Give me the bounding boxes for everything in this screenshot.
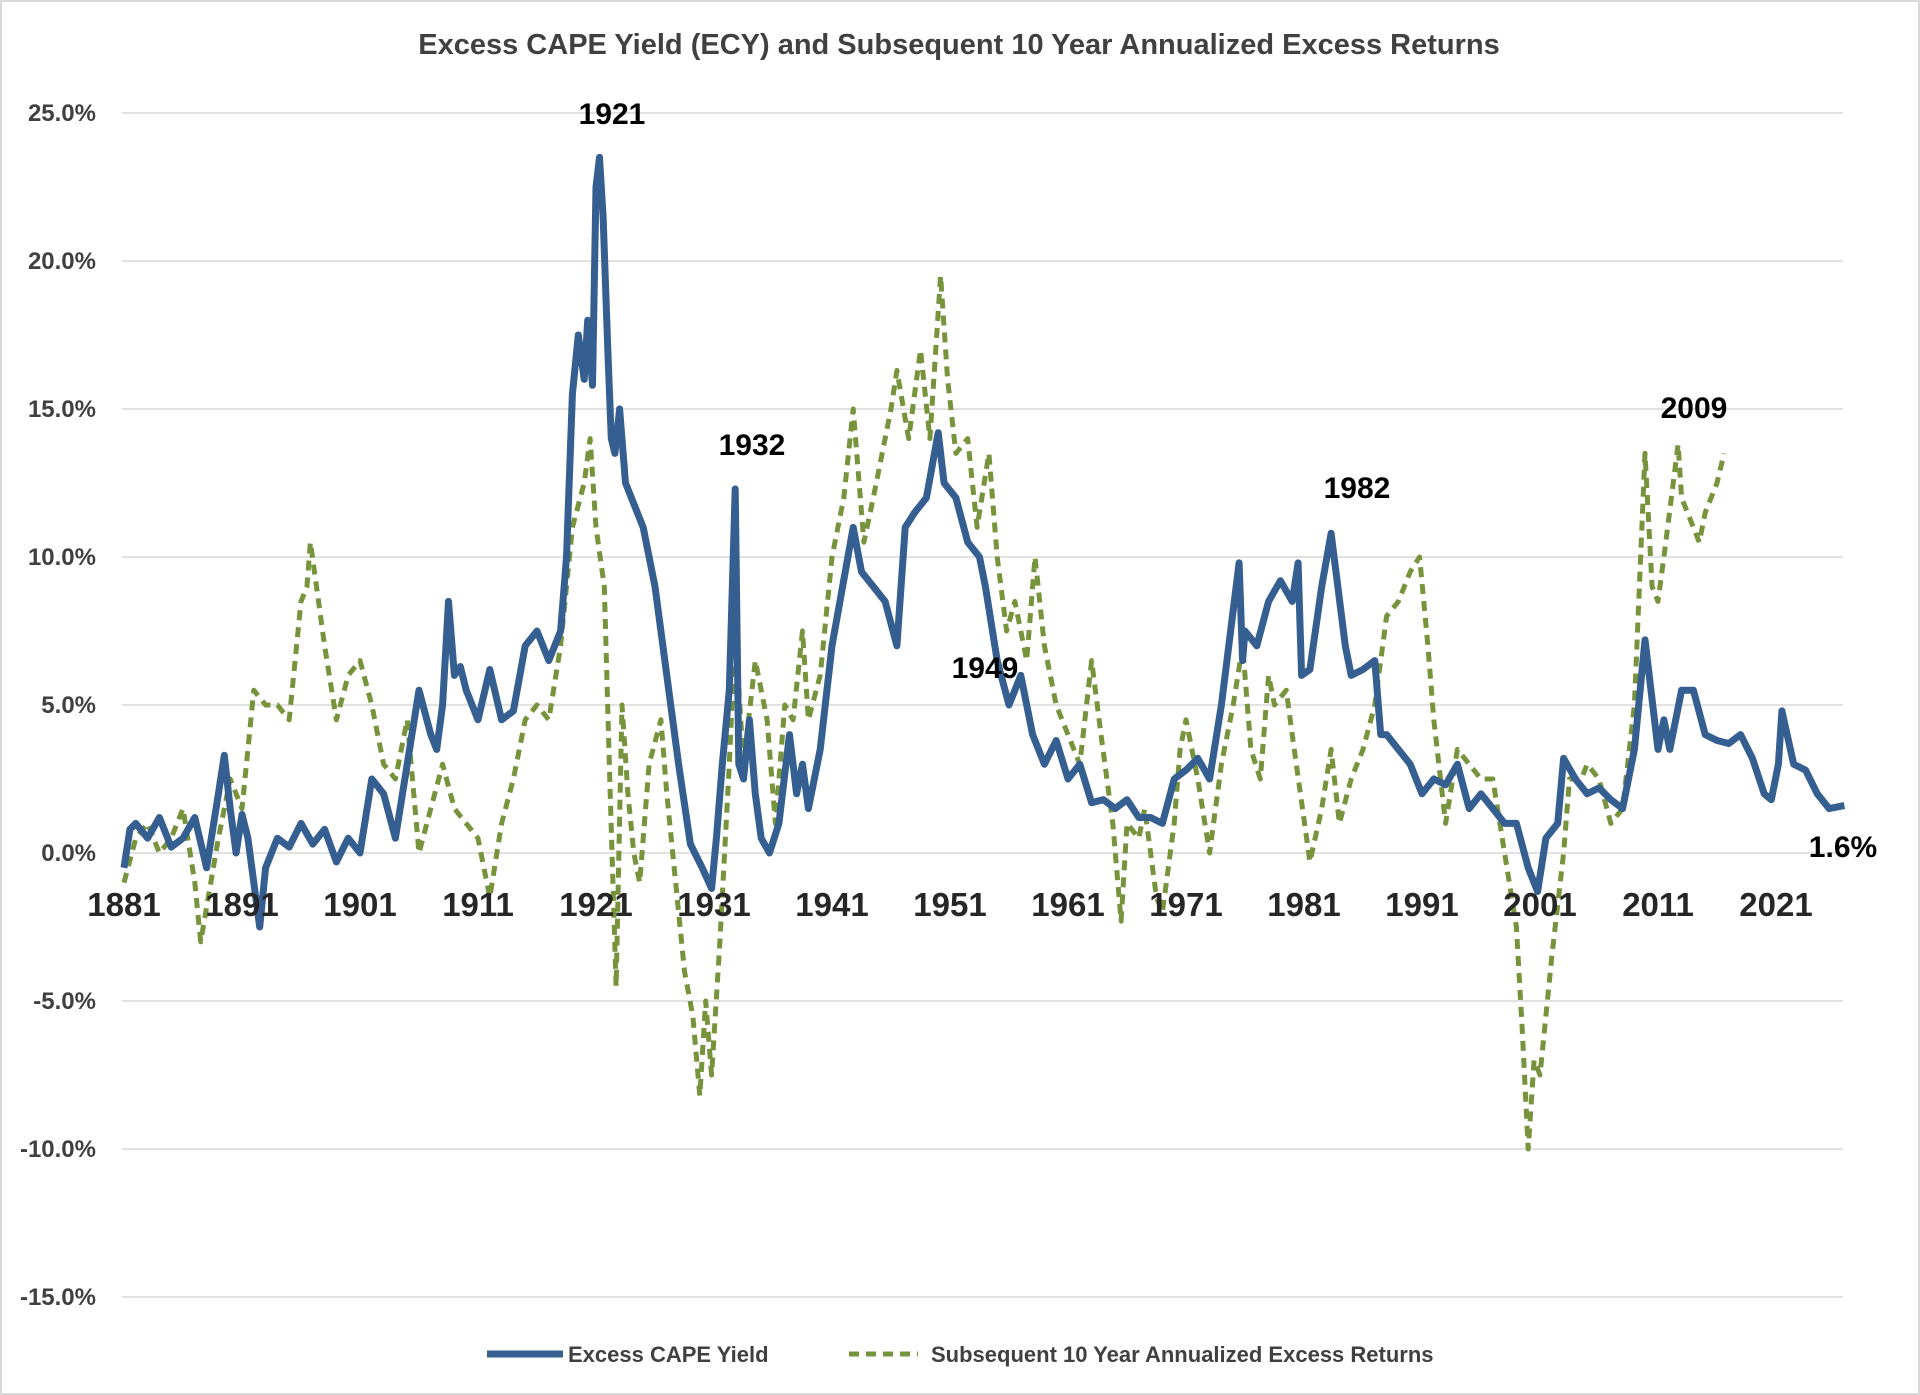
legend-label-ecy: Excess CAPE Yield	[568, 1342, 769, 1367]
y-tick-label: 15.0%	[28, 396, 96, 423]
y-tick-label: -10.0%	[20, 1136, 96, 1163]
chart-title: Excess CAPE Yield (ECY) and Subsequent 1…	[418, 29, 1499, 61]
x-tick-label: 1941	[795, 886, 868, 923]
x-axis-ticks: 1881 1891 1901 1911 1921 1931 1941 1951 1961 1971…	[87, 886, 1812, 923]
annotation-label: 2009	[1661, 392, 1728, 425]
x-tick-label: 2021	[1739, 886, 1812, 923]
gridlines	[122, 112, 1843, 1298]
annotation-label: 1949	[952, 652, 1019, 685]
annotations: 1921 1932 1949 1982 2009 1.6%	[579, 98, 1878, 864]
x-tick-label: 1881	[87, 886, 160, 923]
x-tick-label: 1901	[323, 886, 396, 923]
annotation-label: 1982	[1324, 472, 1391, 505]
x-tick-label: 2001	[1503, 886, 1576, 923]
x-tick-label: 1971	[1149, 886, 1222, 923]
y-tick-label: -15.0%	[20, 1284, 96, 1311]
y-tick-label: 10.0%	[28, 544, 96, 571]
annotation-label: 1921	[579, 98, 646, 131]
x-tick-label: 1961	[1031, 886, 1104, 923]
legend: Excess CAPE Yield Subsequent 10 Year Ann…	[487, 1342, 1434, 1367]
y-tick-label: 25.0%	[28, 100, 96, 127]
x-tick-label: 1951	[913, 886, 986, 923]
y-tick-label: 20.0%	[28, 248, 96, 275]
y-tick-label: 0.0%	[41, 840, 96, 867]
y-axis-ticks: 25.0% 20.0% 15.0% 10.0% 5.0% 0.0% -5.0% -10.0% -…	[20, 100, 96, 1311]
x-tick-label: 1931	[677, 886, 750, 923]
x-tick-label: 1911	[442, 886, 514, 923]
x-tick-label: 1921	[559, 886, 632, 923]
series-lines	[120, 153, 1846, 1152]
x-tick-label: 1981	[1267, 886, 1340, 923]
legend-label-returns: Subsequent 10 Year Annualized Excess Ret…	[931, 1342, 1434, 1367]
series-line-returns	[121, 273, 1727, 1152]
y-tick-label: -5.0%	[33, 988, 96, 1015]
annotation-label: 1.6%	[1809, 831, 1877, 864]
annotation-label: 1932	[719, 429, 786, 462]
x-tick-label: 1891	[205, 886, 278, 923]
series-line-ecy	[120, 153, 1846, 931]
x-tick-label: 1991	[1385, 886, 1458, 923]
x-tick-label: 2011	[1622, 886, 1694, 923]
y-tick-label: 5.0%	[41, 692, 96, 719]
